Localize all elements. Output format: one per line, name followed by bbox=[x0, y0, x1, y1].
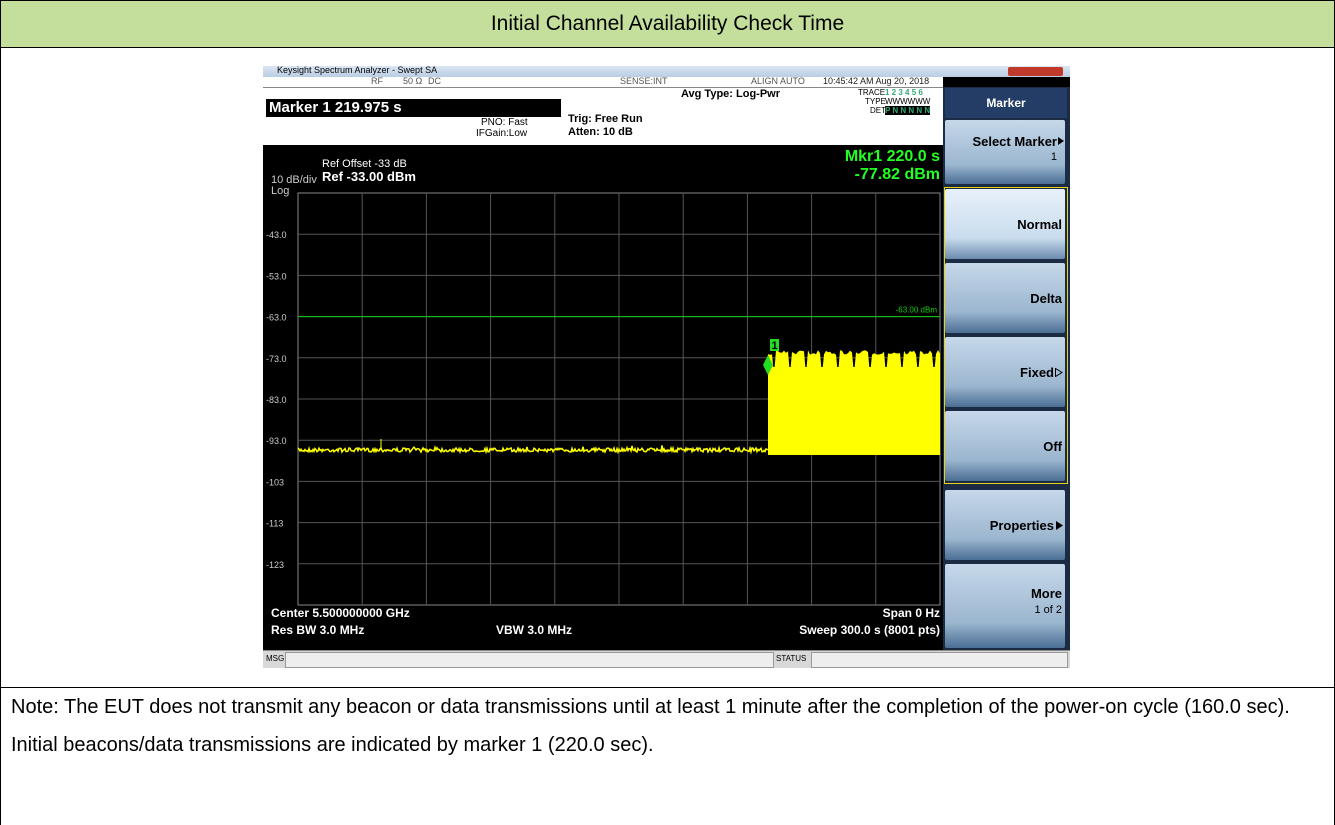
softkey-label: Properties bbox=[989, 518, 1054, 533]
type-values: WWWWWW bbox=[885, 97, 931, 106]
vbw: VBW 3.0 MHz bbox=[496, 623, 572, 637]
softkey-more[interactable]: More 1 of 2 bbox=[945, 564, 1065, 648]
screen: Ref Offset -33 dB 10 dB/div Ref -33.00 d… bbox=[266, 148, 941, 637]
status-label: STATUS bbox=[776, 654, 807, 663]
y-label: -103 bbox=[266, 477, 284, 487]
status-time: 10:45:42 AM Aug 20, 2018 bbox=[823, 76, 930, 86]
pno: PNO: Fast bbox=[481, 117, 528, 128]
avg-type: Avg Type: Log-Pwr bbox=[681, 88, 780, 100]
marker-readout: Marker 1 219.975 s bbox=[266, 99, 561, 117]
trace-burst-top bbox=[768, 350, 940, 375]
y-label: -53.0 bbox=[266, 271, 287, 281]
status-row bbox=[263, 77, 943, 88]
softkey-page: 1 of 2 bbox=[1034, 604, 1062, 616]
trace-burst bbox=[768, 367, 940, 455]
softkey-label: Normal bbox=[1017, 217, 1062, 232]
analyzer-screenshot: Keysight Spectrum Analyzer - Swept SA RF… bbox=[263, 66, 1070, 668]
y-label: -83.0 bbox=[266, 395, 287, 405]
status-box bbox=[811, 652, 1068, 668]
softkey-label: More bbox=[1030, 586, 1062, 601]
select-marker-value: 1 bbox=[1050, 151, 1057, 163]
softkey-header: Marker bbox=[945, 88, 1067, 118]
marker-diamond bbox=[763, 355, 773, 375]
res-bw: Res BW 3.0 MHz bbox=[271, 623, 364, 637]
y-label: -63.0 bbox=[266, 313, 287, 323]
marker-number: 1 bbox=[772, 340, 778, 352]
softkey-properties[interactable]: Properties bbox=[945, 490, 1065, 560]
display-line-label: -63.00 dBm bbox=[896, 306, 938, 315]
softkey-label: Fixed bbox=[1020, 365, 1054, 380]
softkey-normal[interactable]: Normal bbox=[945, 189, 1065, 259]
log: Log bbox=[271, 185, 289, 197]
status-coupling: DC bbox=[428, 76, 441, 86]
softkey-fixed[interactable]: Fixed bbox=[945, 337, 1065, 407]
radio-group bbox=[944, 187, 1068, 484]
trace-label: TRACE bbox=[858, 88, 886, 97]
softkey-off[interactable]: Off bbox=[945, 411, 1065, 481]
arrow bbox=[1055, 368, 1063, 377]
softkey-label: Delta bbox=[1030, 291, 1062, 306]
atten: Atten: 10 dB bbox=[568, 126, 633, 138]
table-header: Initial Channel Availability Check Time bbox=[0, 0, 1335, 48]
ifgain: IFGain:Low bbox=[476, 128, 528, 139]
scale: 10 dB/div bbox=[271, 174, 317, 186]
select-marker-key[interactable]: Select Marker 1 bbox=[945, 120, 1065, 184]
softkey-label: Off bbox=[1043, 439, 1062, 454]
ref-offset: Ref Offset -33 dB bbox=[322, 158, 407, 170]
note: Note: The EUT does not transmit any beac… bbox=[0, 688, 1335, 825]
status-align: ALIGN AUTO bbox=[751, 76, 805, 86]
y-label: -123 bbox=[266, 560, 284, 570]
y-label: -93.0 bbox=[266, 436, 287, 446]
window-controls[interactable] bbox=[1008, 67, 1063, 76]
trace-noise bbox=[297, 445, 769, 455]
span: Span 0 Hz bbox=[883, 606, 940, 620]
status-impedance: 50 Ω bbox=[403, 76, 423, 86]
softkey-delta[interactable]: Delta bbox=[945, 263, 1065, 333]
y-label: -43.0 bbox=[266, 230, 287, 240]
msg-box bbox=[285, 652, 774, 668]
title-bar bbox=[263, 66, 1070, 77]
arrow bbox=[1056, 521, 1063, 530]
marker-tag bbox=[770, 339, 779, 351]
type-label: TYPE bbox=[865, 97, 886, 106]
ref-level: Ref -33.00 dBm bbox=[322, 169, 416, 184]
sweep: Sweep 300.0 s (8001 pts) bbox=[799, 623, 940, 637]
center-freq: Center 5.500000000 GHz bbox=[271, 606, 410, 620]
marker-level: -77.82 dBm bbox=[855, 166, 940, 183]
det-values: P N N N N N bbox=[885, 106, 931, 115]
trig: Trig: Free Run bbox=[568, 113, 643, 125]
window-title: Keysight Spectrum Analyzer - Swept SA bbox=[277, 66, 438, 75]
trace-values: 1 2 3 4 5 6 bbox=[885, 88, 923, 97]
marker-time: Mkr1 220.0 s bbox=[845, 148, 940, 165]
arrow bbox=[1058, 137, 1064, 145]
status-rf: RF bbox=[371, 76, 383, 86]
y-label: -73.0 bbox=[266, 354, 287, 364]
y-label: -113 bbox=[266, 519, 283, 529]
status-sense: SENSE:INT bbox=[620, 76, 668, 86]
det-label: DET bbox=[870, 106, 886, 115]
select-marker-label: Select Marker bbox=[972, 134, 1057, 149]
msg-label: MSG bbox=[266, 654, 285, 663]
